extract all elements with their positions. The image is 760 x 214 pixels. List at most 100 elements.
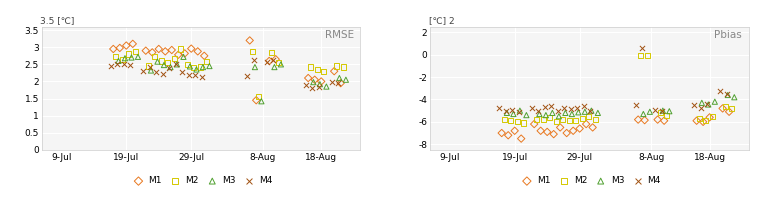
Point — [534, 112, 546, 116]
Point — [701, 102, 713, 106]
Point — [717, 107, 729, 110]
Point — [571, 106, 583, 110]
Point — [697, 120, 709, 123]
Point — [663, 110, 676, 113]
Point — [660, 113, 673, 117]
Point — [241, 75, 253, 78]
Point — [331, 64, 343, 68]
Point — [163, 67, 176, 70]
Point — [552, 109, 564, 112]
Point — [695, 101, 708, 104]
Point — [658, 119, 670, 122]
Point — [189, 74, 201, 77]
Point — [644, 110, 656, 113]
Text: RMSE: RMSE — [325, 30, 354, 40]
Point — [521, 113, 533, 117]
Point — [576, 117, 588, 120]
Point — [149, 55, 161, 59]
Point — [173, 53, 185, 56]
Point — [109, 55, 122, 59]
Point — [312, 85, 325, 88]
Point — [114, 46, 126, 50]
Point — [579, 110, 591, 113]
Point — [268, 65, 280, 69]
Point — [188, 66, 200, 70]
Point — [518, 121, 530, 125]
Point — [275, 63, 287, 66]
Point — [629, 103, 641, 107]
Point — [574, 127, 586, 130]
Point — [654, 111, 667, 115]
Point — [185, 47, 198, 50]
Point — [325, 80, 337, 84]
Point — [632, 118, 644, 121]
Point — [328, 70, 340, 73]
Point — [635, 54, 647, 58]
Point — [153, 47, 165, 51]
Point — [309, 78, 321, 82]
Point — [315, 80, 328, 83]
Point — [505, 119, 517, 122]
Point — [553, 114, 565, 118]
Point — [506, 108, 518, 111]
Point — [570, 118, 582, 122]
Point — [704, 116, 716, 119]
Point — [546, 111, 559, 115]
Point — [164, 65, 176, 69]
Point — [182, 63, 194, 66]
Point — [508, 112, 520, 116]
Point — [198, 54, 211, 58]
Point — [201, 60, 213, 63]
Point — [168, 56, 180, 60]
Point — [299, 83, 312, 87]
Point — [651, 118, 663, 121]
Point — [511, 120, 524, 123]
Point — [253, 95, 265, 98]
Point — [302, 76, 315, 80]
Point — [649, 108, 661, 111]
Point — [583, 114, 595, 118]
Point — [146, 51, 158, 54]
Point — [129, 50, 141, 53]
Point — [248, 59, 260, 62]
Point — [695, 107, 707, 110]
Point — [723, 110, 735, 113]
Point — [159, 50, 171, 53]
Point — [267, 59, 279, 62]
Point — [120, 44, 132, 47]
Point — [107, 47, 119, 51]
Point — [548, 132, 560, 136]
Point — [543, 116, 556, 119]
Point — [320, 85, 332, 88]
Point — [175, 47, 187, 51]
Point — [541, 130, 553, 134]
Point — [311, 68, 323, 71]
Point — [655, 110, 667, 113]
Point — [195, 65, 207, 69]
Point — [585, 109, 597, 112]
Point — [720, 92, 733, 96]
Point — [539, 106, 551, 109]
Point — [332, 82, 344, 85]
Point — [204, 64, 216, 68]
Point — [140, 49, 152, 52]
Point — [145, 69, 157, 72]
Point — [534, 129, 546, 132]
Point — [589, 118, 601, 121]
Point — [190, 68, 202, 71]
Point — [537, 118, 549, 121]
Point — [728, 95, 740, 99]
Point — [722, 93, 734, 97]
Point — [638, 118, 651, 122]
Point — [255, 100, 268, 103]
Point — [116, 58, 128, 61]
Point — [580, 122, 592, 126]
Point — [270, 58, 282, 61]
Point — [137, 69, 149, 72]
Point — [334, 76, 346, 80]
Point — [334, 82, 347, 85]
Point — [702, 103, 714, 106]
Point — [559, 111, 572, 115]
Point — [249, 65, 261, 69]
Point — [563, 119, 575, 122]
